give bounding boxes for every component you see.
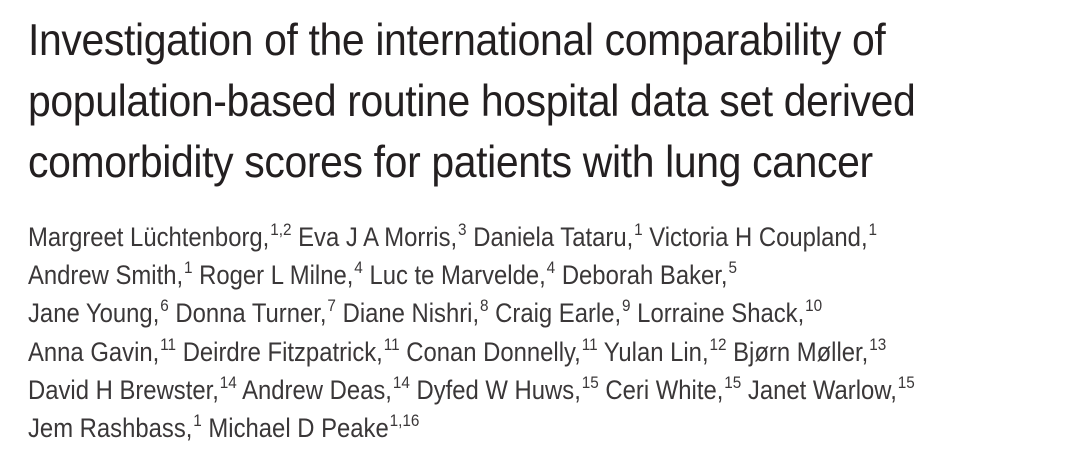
author: Yulan Lin,12 xyxy=(603,334,727,367)
title-line: Investigation of the international compa… xyxy=(28,16,886,65)
affiliation-marker: 1 xyxy=(868,220,878,239)
title-line: population-based routine hospital data s… xyxy=(28,77,916,126)
author-name: Deborah Baker, xyxy=(561,260,728,291)
affiliation-marker: 10 xyxy=(805,296,823,316)
author: Bjørn Møller,13 xyxy=(733,334,887,367)
author: Roger L Milne,4 xyxy=(199,258,363,291)
author-name: Michael D Peake xyxy=(208,413,389,444)
author-name: Anna Gavin, xyxy=(28,336,160,367)
author-name: Yulan Lin, xyxy=(603,336,709,367)
author: Anna Gavin,11 xyxy=(28,334,177,367)
author-name: Margreet Lüchtenborg, xyxy=(28,222,270,252)
author-name: Andrew Smith, xyxy=(28,260,184,291)
affiliation-marker: 14 xyxy=(392,372,410,392)
affiliation-marker: 14 xyxy=(219,372,237,392)
affiliation-marker: 11 xyxy=(581,334,598,354)
author: Ceri White,15 xyxy=(605,372,742,405)
affiliation-marker: 9 xyxy=(622,296,631,316)
author: Eva J A Morris,3 xyxy=(298,220,467,252)
author: Luc te Marvelde,4 xyxy=(369,258,556,291)
author: Andrew Smith,1 xyxy=(28,258,193,291)
author-name: Lorraine Shack, xyxy=(637,298,805,329)
author-name: Craig Earle, xyxy=(495,298,622,329)
author: Janet Warlow,15 xyxy=(747,372,915,405)
author: Diane Nishri,8 xyxy=(342,296,489,329)
author: Michael D Peake1,16 xyxy=(208,411,420,444)
affiliation-marker: 3 xyxy=(458,220,467,239)
author-line: Andrew Smith,1 Roger L Milne,4 Luc te Ma… xyxy=(28,258,1072,296)
affiliation-marker: 1,16 xyxy=(389,411,420,431)
affiliation-marker: 4 xyxy=(546,258,556,278)
author-line: Jane Young,6 Donna Turner,7 Diane Nishri… xyxy=(28,296,1072,334)
affiliation-marker: 11 xyxy=(160,334,177,354)
author-name: Dyfed W Huws, xyxy=(416,374,581,405)
author: Andrew Deas,14 xyxy=(242,372,410,405)
author-line: Anna Gavin,11 Deirdre Fitzpatrick,11 Con… xyxy=(28,335,1072,373)
author-name: Victoria H Coupland, xyxy=(649,222,868,252)
author-name: Daniela Tataru, xyxy=(473,222,634,252)
author-name: Bjørn Møller, xyxy=(733,336,869,367)
affiliation-marker: 4 xyxy=(354,258,363,278)
author-line: Margreet Lüchtenborg,1,2 Eva J A Morris,… xyxy=(28,220,1072,258)
affiliation-marker: 12 xyxy=(709,334,727,354)
author: Daniela Tataru,1 xyxy=(473,220,643,252)
author-name: Eva J A Morris, xyxy=(298,222,458,252)
author-name: Conan Donnelly, xyxy=(406,336,581,367)
affiliation-marker: 13 xyxy=(869,334,887,354)
author-line: David H Brewster,14 Andrew Deas,14 Dyfed… xyxy=(28,373,1072,411)
author-name: Deirdre Fitzpatrick, xyxy=(182,336,383,367)
author-name: Ceri White, xyxy=(605,374,724,405)
affiliation-marker: 8 xyxy=(480,296,489,316)
author-line: Jem Rashbass,1 Michael D Peake1,16 xyxy=(28,411,1072,449)
affiliation-marker: 1 xyxy=(193,411,202,431)
author-name: Andrew Deas, xyxy=(242,374,392,405)
author-name: Luc te Marvelde, xyxy=(369,260,546,291)
author: Deborah Baker,5 xyxy=(561,258,737,291)
article-title: Investigation of the international compa… xyxy=(28,10,1058,193)
author-name: Jane Young, xyxy=(28,298,160,329)
affiliation-marker: 15 xyxy=(897,372,915,392)
author-name: Roger L Milne, xyxy=(199,260,354,291)
author-name: David H Brewster, xyxy=(28,374,219,405)
author: Craig Earle,9 xyxy=(495,296,631,329)
affiliation-marker: 1,2 xyxy=(270,220,292,239)
affiliation-marker: 1 xyxy=(634,220,643,239)
author-name: Diane Nishri, xyxy=(342,298,480,329)
author-name: Janet Warlow, xyxy=(747,374,897,405)
author: Deirdre Fitzpatrick,11 xyxy=(182,334,400,367)
author: Lorraine Shack,10 xyxy=(637,296,823,329)
affiliation-marker: 5 xyxy=(728,258,737,278)
affiliation-marker: 1 xyxy=(183,258,193,278)
author-name: Donna Turner, xyxy=(175,298,327,329)
author-list: Margreet Lüchtenborg,1,2 Eva J A Morris,… xyxy=(28,220,1072,449)
affiliation-marker: 15 xyxy=(581,372,599,392)
author: Dyfed W Huws,15 xyxy=(416,372,599,405)
author: Margreet Lüchtenborg,1,2 xyxy=(28,220,292,252)
author: Conan Donnelly,11 xyxy=(406,334,598,367)
author: David H Brewster,14 xyxy=(28,372,237,405)
author: Jem Rashbass,1 xyxy=(28,411,202,444)
title-line: comorbidity scores for patients with lun… xyxy=(28,138,873,187)
author: Donna Turner,7 xyxy=(175,296,336,329)
affiliation-marker: 11 xyxy=(383,334,400,354)
affiliation-marker: 7 xyxy=(327,296,336,316)
author: Jane Young,6 xyxy=(28,296,169,329)
affiliation-marker: 15 xyxy=(724,372,742,392)
author-name: Jem Rashbass, xyxy=(28,413,193,444)
author: Victoria H Coupland,1 xyxy=(649,220,878,252)
affiliation-marker: 6 xyxy=(160,296,169,316)
